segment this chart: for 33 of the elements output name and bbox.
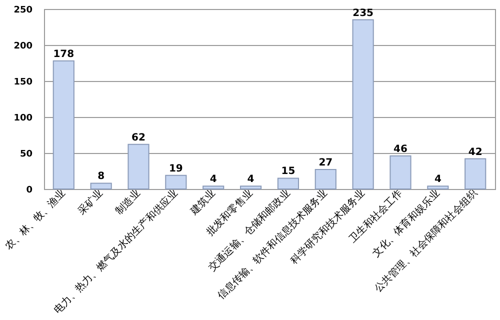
y-tick-label: 100 <box>14 114 32 124</box>
data-label: 4 <box>210 174 217 186</box>
data-label: 42 <box>468 146 482 158</box>
bar <box>390 155 412 190</box>
data-label: 15 <box>281 166 296 178</box>
bar <box>464 158 486 190</box>
bar <box>352 19 374 190</box>
x-tick-label: 制造业 <box>113 187 143 217</box>
data-label: 178 <box>53 48 74 60</box>
data-label: 4 <box>247 174 254 186</box>
bar <box>90 182 112 190</box>
x-tick-label: 建筑业 <box>187 187 218 218</box>
y-tick-label: 150 <box>14 78 32 88</box>
y-tick-label: 0 <box>26 186 32 196</box>
bar <box>202 186 224 190</box>
bar <box>240 186 262 190</box>
bar <box>314 169 336 190</box>
y-tick-label: 250 <box>14 6 32 16</box>
bar <box>277 178 300 190</box>
y-tick-label: 200 <box>14 42 32 52</box>
data-label: 27 <box>318 158 333 169</box>
data-label: 19 <box>168 163 183 174</box>
y-tick-label: 50 <box>20 150 32 160</box>
bar <box>165 174 187 190</box>
data-label: 235 <box>352 8 374 19</box>
x-tick-label: 采矿业 <box>76 187 106 217</box>
data-label: 4 <box>434 174 442 186</box>
data-label: 8 <box>98 171 105 182</box>
data-label: 62 <box>132 132 146 144</box>
data-label: 46 <box>394 144 408 155</box>
bar <box>52 60 74 190</box>
bar <box>427 186 449 190</box>
bar <box>128 144 150 190</box>
